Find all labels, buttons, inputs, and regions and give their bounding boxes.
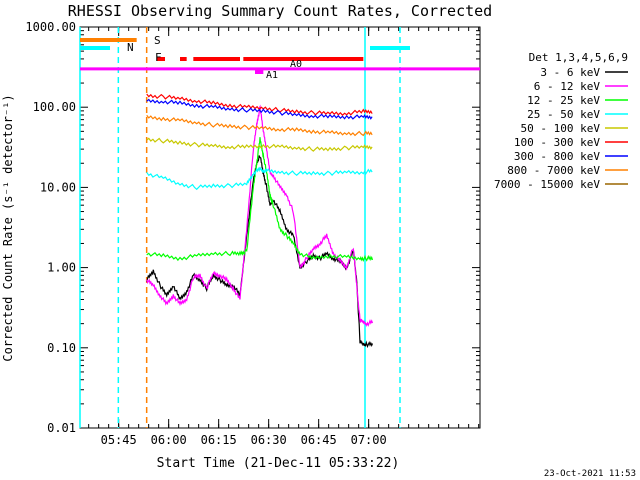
legend-entry: 50 - 100 keV bbox=[521, 122, 601, 135]
legend-entry: 25 - 50 keV bbox=[527, 108, 600, 121]
timestamp: 23-Oct-2021 11:53 bbox=[544, 469, 636, 479]
x-tick-label: 05:45 bbox=[101, 433, 137, 447]
x-tick-label: 06:30 bbox=[251, 433, 287, 447]
y-tick-label: 0.01 bbox=[47, 421, 76, 435]
series-line bbox=[146, 93, 373, 117]
y-tick-label: 1.00 bbox=[47, 261, 76, 275]
x-tick-label: 07:00 bbox=[351, 433, 387, 447]
legend-entry: 100 - 300 keV bbox=[514, 136, 600, 149]
legend-entry: 6 - 12 keV bbox=[534, 80, 601, 93]
series-lines bbox=[146, 93, 374, 349]
flag-label: A0 bbox=[290, 59, 302, 70]
legend-entry: 3 - 6 keV bbox=[540, 66, 600, 79]
saa-night-lines bbox=[79, 27, 401, 428]
y-axis-label: Corrected Count Rate (s⁻¹ detector⁻¹) bbox=[1, 94, 15, 361]
x-tick-label: 06:45 bbox=[301, 433, 337, 447]
y-tick-label: 10.00 bbox=[40, 180, 76, 194]
legend-entry: 7000 - 15000 keV bbox=[494, 178, 600, 191]
legend-entry: 300 - 800 keV bbox=[514, 150, 600, 163]
y-tick-label: 0.10 bbox=[47, 341, 76, 355]
flag-bars: S N F A1 A0 bbox=[80, 34, 480, 81]
chart-title: RHESSI Observing Summary Count Rates, Co… bbox=[68, 2, 492, 20]
legend-title: Det 1,3,4,5,6,9 bbox=[529, 51, 628, 64]
y-tick-label: 1000.00 bbox=[25, 20, 76, 34]
series-line bbox=[146, 137, 373, 152]
flag-label: A1 bbox=[266, 70, 278, 81]
y-axis: 1000.00 100.00 10.00 1.00 0.10 0.01 bbox=[25, 20, 480, 435]
flag-label: S bbox=[154, 34, 161, 47]
series-line bbox=[146, 98, 373, 120]
legend-entry: 12 - 25 keV bbox=[527, 94, 600, 107]
x-tick-label: 06:15 bbox=[201, 433, 237, 447]
y-tick-label: 100.00 bbox=[33, 100, 76, 114]
x-axis: 05:45 06:00 06:15 06:30 06:45 07:00 bbox=[88, 27, 480, 447]
flag-label: F bbox=[155, 51, 162, 64]
series-line bbox=[146, 166, 373, 191]
series-line bbox=[146, 114, 373, 137]
legend-entry: 800 - 7000 keV bbox=[507, 164, 600, 177]
x-tick-label: 06:00 bbox=[151, 433, 187, 447]
series-line bbox=[146, 104, 374, 328]
x-axis-label: Start Time (21-Dec-11 05:33:22) bbox=[157, 456, 400, 471]
flag-label: N bbox=[127, 41, 134, 54]
